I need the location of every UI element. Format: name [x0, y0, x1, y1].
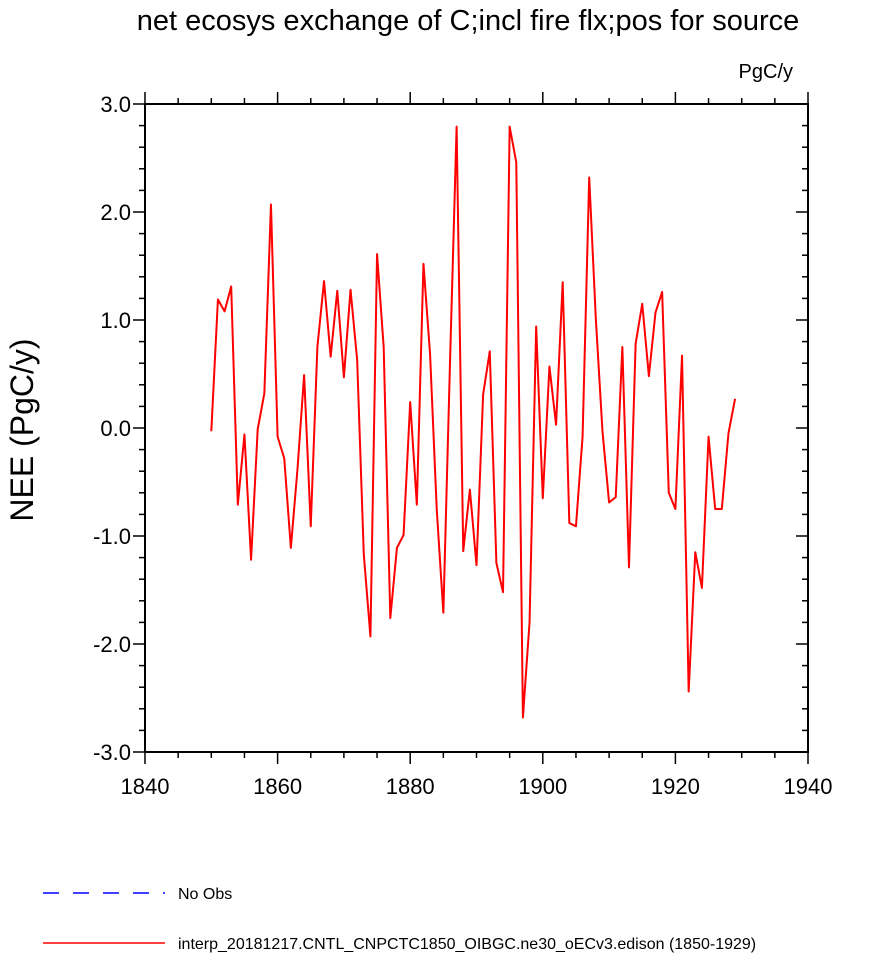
- y-tick-label: -2.0: [93, 632, 131, 657]
- x-tick-label: 1880: [386, 774, 435, 799]
- series-line: [210, 125, 737, 719]
- y-tick-label: -1.0: [93, 524, 131, 549]
- x-tick-label: 1900: [518, 774, 567, 799]
- chart-title: net ecosys exchange of C;incl fire flx;p…: [137, 5, 799, 37]
- legend-label: interp_20181217.CNTL_CNPCTC1850_OIBGC.ne…: [178, 936, 756, 953]
- y-tick-label: 3.0: [100, 92, 131, 117]
- y-tick-label: 0.0: [100, 416, 131, 441]
- series-layer: [210, 125, 737, 719]
- y-tick-label: -3.0: [93, 740, 131, 765]
- y-tick-label: 1.0: [100, 308, 131, 333]
- y-axis-label: NEE (PgC/y): [4, 338, 40, 521]
- x-tick-label: 1940: [784, 774, 833, 799]
- x-tick-label: 1920: [651, 774, 700, 799]
- legend-label: No Obs: [178, 886, 232, 903]
- x-tick-label: 1840: [121, 774, 170, 799]
- legend: No Obs interp_20181217.CNTL_CNPCTC1850_OI…: [43, 886, 756, 953]
- plot-frame: [144, 103, 809, 753]
- y-tick-label: 2.0: [100, 200, 131, 225]
- units-label: PgC/y: [739, 61, 793, 83]
- axes: 1840 1860 1880 1900 1920 1940 3.0 2.0 1.0 0.0 -1.0…: [93, 92, 832, 799]
- x-tick-label: 1860: [253, 774, 302, 799]
